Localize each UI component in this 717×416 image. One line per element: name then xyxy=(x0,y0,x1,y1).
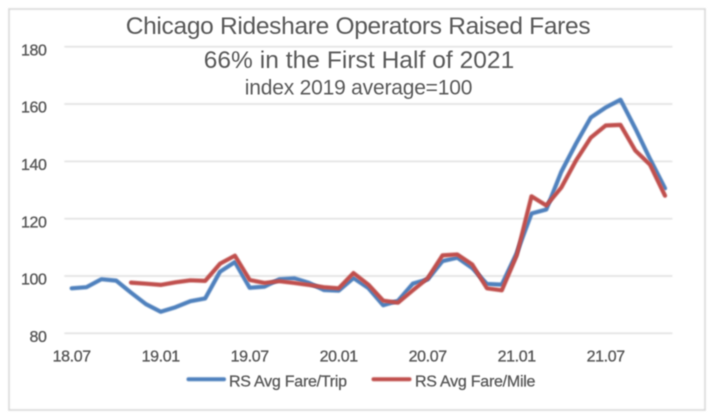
svg-text:120: 120 xyxy=(21,214,47,231)
svg-text:21.01: 21.01 xyxy=(498,349,537,366)
svg-text:80: 80 xyxy=(30,329,47,346)
svg-text:19.01: 19.01 xyxy=(142,349,181,366)
svg-text:66% in the First Half of 2021: 66% in the First Half of 2021 xyxy=(204,47,515,74)
svg-text:RS Avg Fare/Mile: RS Avg Fare/Mile xyxy=(415,374,536,391)
svg-text:Chicago Rideshare Operators Ra: Chicago Rideshare Operators Raised Fares xyxy=(126,13,591,40)
svg-text:180: 180 xyxy=(21,42,47,59)
svg-text:140: 140 xyxy=(21,157,47,174)
svg-text:160: 160 xyxy=(21,100,47,117)
svg-text:20.07: 20.07 xyxy=(409,349,448,366)
svg-text:21.07: 21.07 xyxy=(587,349,626,366)
svg-text:RS Avg Fare/Trip: RS Avg Fare/Trip xyxy=(229,374,347,391)
svg-text:20.01: 20.01 xyxy=(320,349,359,366)
svg-text:100: 100 xyxy=(21,272,47,289)
svg-text:index 2019 average=100: index 2019 average=100 xyxy=(245,77,472,100)
svg-text:18.07: 18.07 xyxy=(53,349,92,366)
svg-text:19.07: 19.07 xyxy=(231,349,270,366)
